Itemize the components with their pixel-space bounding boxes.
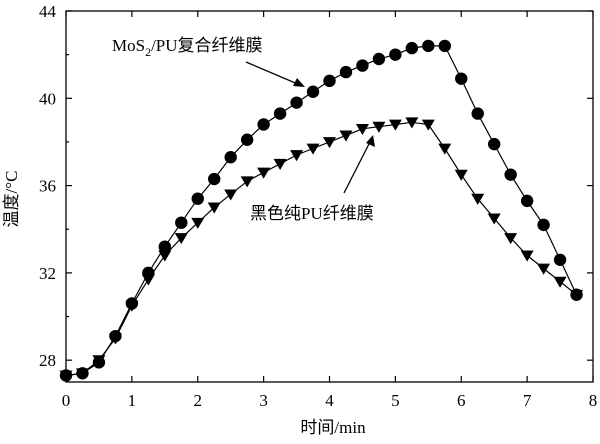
x-tick-label: 4 <box>325 391 334 410</box>
marker-triangle <box>520 250 534 262</box>
x-tick-label: 0 <box>62 391 71 410</box>
marker-triangle <box>125 300 139 312</box>
marker-triangle <box>421 119 435 131</box>
marker-circle <box>553 253 567 266</box>
marker-circle <box>191 192 204 205</box>
marker-triangle <box>141 274 155 286</box>
annotation-mos2-pu: MoS2/PU复合纤维膜 <box>112 36 263 59</box>
x-tick-label: 6 <box>457 391 466 410</box>
marker-triangle <box>224 189 238 201</box>
marker-triangle <box>355 123 369 136</box>
marker-circle <box>224 151 237 164</box>
y-tick-label: 32 <box>39 264 56 283</box>
x-axis-title: 时间/min <box>300 418 366 437</box>
marker-circle <box>487 137 501 151</box>
y-tick-label: 44 <box>39 2 57 21</box>
marker-triangle <box>487 213 501 225</box>
marker-circle <box>273 107 287 120</box>
y-axis-title: 温度/°C <box>2 171 21 228</box>
y-tick-label: 36 <box>39 177 56 196</box>
marker-triangle <box>372 121 386 133</box>
axes <box>65 10 594 383</box>
marker-circle <box>208 172 221 186</box>
x-tick-label: 2 <box>194 391 203 410</box>
x-tick-label: 3 <box>259 391 268 410</box>
ticks: 0 1 2 3 4 5 6 7 8 28 32 36 40 44 <box>39 2 597 410</box>
marker-triangle <box>306 143 320 155</box>
marker-triangle <box>454 169 468 181</box>
marker-circle <box>175 216 188 229</box>
annotation-arrow-mos2-pu <box>245 61 305 87</box>
x-tick-label: 7 <box>523 391 532 410</box>
marker-triangle <box>553 276 567 288</box>
marker-triangle <box>108 333 122 345</box>
marker-circle <box>257 118 270 131</box>
marker-triangle <box>438 143 452 155</box>
marker-triangle <box>504 233 518 245</box>
marker-circle <box>339 65 353 79</box>
annotation-black-pu: 黑色纯PU纤维膜 <box>250 204 374 223</box>
marker-triangle <box>59 370 73 382</box>
annotation-arrow-black-pu <box>343 135 375 194</box>
marker-circle <box>290 96 303 109</box>
marker-triangle <box>240 176 254 188</box>
marker-triangle <box>207 202 221 214</box>
marker-triangle <box>257 167 271 179</box>
marker-circle <box>455 72 468 85</box>
marker-circle <box>158 240 172 253</box>
marker-triangle <box>191 217 205 229</box>
series-markers <box>59 39 584 382</box>
marker-circle <box>405 41 419 55</box>
marker-triangle <box>323 137 336 149</box>
marker-circle <box>372 52 386 66</box>
marker-circle <box>520 194 534 208</box>
x-tick-label: 8 <box>589 391 598 410</box>
marker-triangle <box>158 250 172 262</box>
marker-triangle <box>75 368 89 380</box>
plot-frame <box>65 10 594 383</box>
marker-triangle <box>471 193 485 205</box>
marker-triangle <box>570 289 584 301</box>
marker-triangle <box>92 355 106 367</box>
series-line-1 <box>65 121 577 377</box>
marker-triangle <box>339 130 353 142</box>
marker-circle <box>306 85 320 98</box>
x-tick-label: 5 <box>391 391 400 410</box>
marker-circle <box>240 133 254 146</box>
x-tick-label: 1 <box>128 391 137 410</box>
marker-triangle <box>537 263 551 275</box>
marker-circle <box>422 39 435 53</box>
marker-circle <box>389 48 402 61</box>
marker-circle <box>471 107 484 120</box>
marker-circle <box>438 39 451 53</box>
marker-circle <box>356 59 369 72</box>
y-tick-label: 40 <box>39 89 56 108</box>
marker-triangle <box>174 233 188 245</box>
marker-triangle <box>388 119 402 131</box>
marker-triangle <box>273 158 287 170</box>
marker-triangle <box>405 117 419 129</box>
marker-circle <box>537 218 550 232</box>
marker-circle <box>323 74 336 88</box>
y-tick-label: 28 <box>39 351 56 370</box>
marker-circle <box>504 168 517 181</box>
marker-triangle <box>290 150 304 162</box>
